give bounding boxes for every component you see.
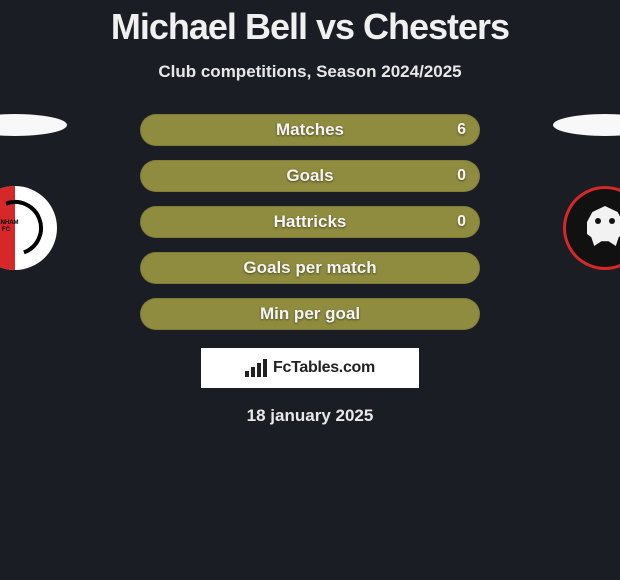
stat-row-goals-per-match: Goals per match [140,252,480,284]
stat-label: Min per goal [260,304,360,324]
stat-label: Goals [286,166,333,186]
stat-value: 0 [457,167,466,185]
stat-row-goals: Goals 0 [140,160,480,192]
stat-row-hattricks: Hattricks 0 [140,206,480,238]
stat-label: Hattricks [274,212,347,232]
stat-value: 6 [457,121,466,139]
page-title: Michael Bell vs Chesters [0,0,620,48]
stat-value: 0 [457,213,466,231]
left-player-panel: CHELTENHAM TOWN FC [0,114,124,514]
subtitle: Club competitions, Season 2024/2025 [0,62,620,82]
stats-list: Matches 6 Goals 0 Hattricks 0 Goals per … [140,114,480,330]
stat-row-min-per-goal: Min per goal [140,298,480,330]
right-player-panel [496,114,620,514]
club-badge-left: CHELTENHAM TOWN FC [0,186,57,270]
stat-label: Matches [276,120,344,140]
brand-badge: FcTables.com [201,348,419,388]
club-badge-right [563,186,620,270]
brand-label: FcTables.com [273,359,375,377]
stat-row-matches: Matches 6 [140,114,480,146]
lion-icon [587,206,620,246]
stat-label: Goals per match [243,258,376,278]
country-flag-right [553,114,620,136]
country-flag-left [0,114,67,136]
club-badge-left-text: CHELTENHAM TOWN FC [0,220,15,234]
bars-icon [245,359,267,377]
